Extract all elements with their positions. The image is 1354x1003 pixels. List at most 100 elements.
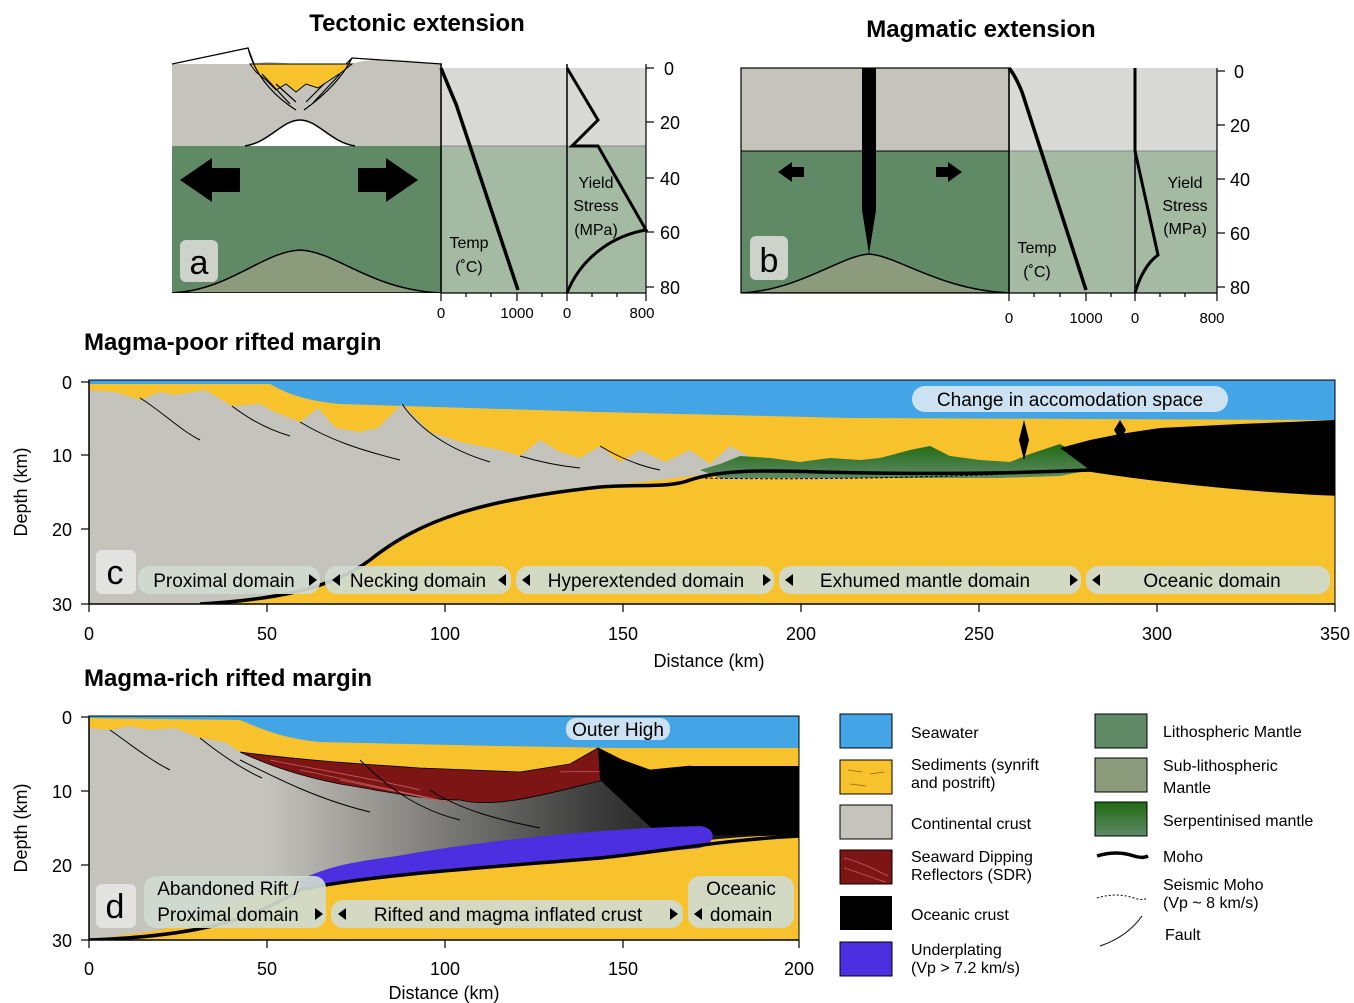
depth-tick-d-30: 30 (52, 931, 72, 951)
depth-tick-c-20: 20 (52, 520, 72, 540)
depth-tick-a-0: 0 (664, 59, 674, 79)
dyke (862, 68, 876, 254)
yield-label-b: Yield (1168, 175, 1203, 192)
temp-label-a: Temp (449, 235, 488, 252)
continental-crust-c (89, 390, 760, 604)
arrow-left-icon (180, 158, 240, 202)
stress-tick-a-0: 0 (563, 305, 571, 322)
legend-sublith-1: Sub-lithospheric (1163, 758, 1278, 775)
yield-stress-curve (565, 67, 649, 294)
depth-tick-d-0: 0 (62, 708, 72, 728)
panel-a: Tectonic extension Temp (˚C) Yield Stres… (172, 10, 680, 322)
dist-tick-c-250: 250 (964, 624, 994, 644)
panel-c: Magma-poor rifted margin Change in accom… (11, 329, 1350, 671)
axis-ticks-c (81, 381, 1336, 612)
temp-tick-a-0: 0 (437, 305, 445, 322)
distance-label-d: Distance (km) (388, 983, 499, 1003)
temperature-curve (439, 67, 520, 291)
title-tectonic-extension: Tectonic extension (309, 10, 525, 37)
seismic-moho-c (699, 469, 1091, 480)
legend-seismic-moho-2: (Vp ~ 8 km/s) (1163, 895, 1259, 912)
oceanic-crust-d (598, 748, 799, 836)
depth-tick-b-80: 80 (1230, 278, 1250, 298)
accommodation-callout-box (912, 386, 1228, 412)
axis-ticks-d (81, 716, 800, 948)
depth-tick-b-20: 20 (1230, 116, 1250, 136)
dist-tick-c-300: 300 (1142, 624, 1172, 644)
panel-a-letter-box (180, 240, 218, 282)
domain-oceanic-line1-d: Oceanic (706, 879, 776, 900)
depth-label-d: Depth (km) (11, 783, 31, 872)
depth-axis-a-ticks (440, 67, 654, 301)
sdr-reflectors (269, 759, 691, 807)
sublithospheric-mantle-b (741, 253, 1009, 293)
arrow-right-small-icon (936, 162, 962, 182)
dist-tick-d-100: 100 (430, 959, 460, 979)
dist-tick-d-200: 200 (784, 959, 814, 979)
legend-seismic-moho-line (1096, 894, 1149, 900)
temp-unit-a: (˚C) (455, 259, 483, 276)
arrow-left-small-icon (778, 162, 804, 182)
legend-sdr-1: Seaward Dipping (911, 849, 1033, 866)
panel-letter-b: b (760, 242, 779, 280)
mpa-label-a: (MPa) (574, 222, 618, 239)
sdr-d (239, 747, 701, 804)
panel-letter-c: c (107, 554, 124, 592)
legend-sdr-2: Reflectors (SDR) (911, 867, 1032, 884)
legend-swatch-sediments (839, 759, 893, 795)
legend-moho-line (1096, 851, 1149, 860)
outer-high-callout-box (566, 718, 670, 740)
domains-c: Proximal domain Necking domain Hyperexte… (138, 566, 1330, 594)
faults (247, 47, 353, 111)
legend-serpentinised: Serpentinised mantle (1163, 813, 1313, 830)
legend-swatch-lith-mantle (1094, 713, 1148, 749)
temp-tick-b-0: 0 (1005, 310, 1013, 327)
depth-tick-a-80: 80 (660, 278, 680, 298)
legend-swatch-sublith (1094, 757, 1148, 793)
depth-tick-d-10: 10 (52, 782, 72, 802)
dist-tick-c-150: 150 (608, 624, 638, 644)
depth-tick-c-0: 0 (62, 373, 72, 393)
continental-crust (172, 59, 442, 147)
panel-b-letter-box (750, 236, 788, 280)
legend-underplating-1: Underplating (911, 942, 1002, 959)
depth-tick-b-60: 60 (1230, 224, 1250, 244)
legend-swatch-serpentinised (1094, 801, 1148, 837)
legend-fault: Fault (1165, 927, 1201, 944)
moho-c (199, 468, 1335, 604)
temperature-curve-b (1007, 66, 1088, 291)
legend-sediments-2: and postrift) (911, 775, 995, 792)
depth-tick-d-20: 20 (52, 856, 72, 876)
stress-tick-a-800: 800 (629, 305, 654, 322)
panel-d: Magma-rich rifted margin Outer High Aban… (11, 665, 814, 1003)
domain-exhumed-mantle: Exhumed mantle domain (820, 571, 1030, 592)
panel-d-letter-box (96, 884, 136, 928)
temp-unit-b: (˚C) (1023, 264, 1051, 281)
stress-tick-b-800: 800 (1199, 310, 1224, 327)
dist-tick-c-0: 0 (84, 624, 94, 644)
domains-d: Abandoned Rift / Proximal domain Rifted … (144, 876, 794, 928)
depth-tick-b-40: 40 (1230, 170, 1250, 190)
domain-abandoned-line2: Proximal domain (157, 905, 299, 926)
depth-axis-b-ticks (1008, 70, 1225, 301)
depth-tick-a-40: 40 (660, 169, 680, 189)
accommodation-callout: Change in accomodation space (937, 390, 1203, 411)
faults-d (109, 729, 541, 829)
distance-label-c: Distance (km) (653, 651, 764, 671)
dist-tick-d-150: 150 (608, 959, 638, 979)
depth-tick-b-0: 0 (1234, 62, 1244, 82)
depth-label-c: Depth (km) (11, 447, 31, 536)
accommodation-marker-1 (1019, 420, 1029, 460)
title-magma-poor: Magma-poor rifted margin (84, 329, 381, 356)
domain-rifted-inflated: Rifted and magma inflated crust (374, 905, 643, 926)
domain-necking: Necking domain (350, 571, 486, 592)
panel-c-letter-box (96, 550, 136, 594)
profile-b-crust-bg (1009, 68, 1217, 151)
yield-label-a: Yield (579, 175, 614, 192)
rift-sediments (249, 63, 354, 93)
legend: Seawater Sediments (synrift and postrift… (839, 713, 1313, 977)
domain-oceanic-line2-d: domain (710, 905, 772, 926)
depth-tick-a-60: 60 (660, 223, 680, 243)
arrow-right-icon (358, 158, 418, 202)
panel-letter-d: d (106, 888, 125, 926)
